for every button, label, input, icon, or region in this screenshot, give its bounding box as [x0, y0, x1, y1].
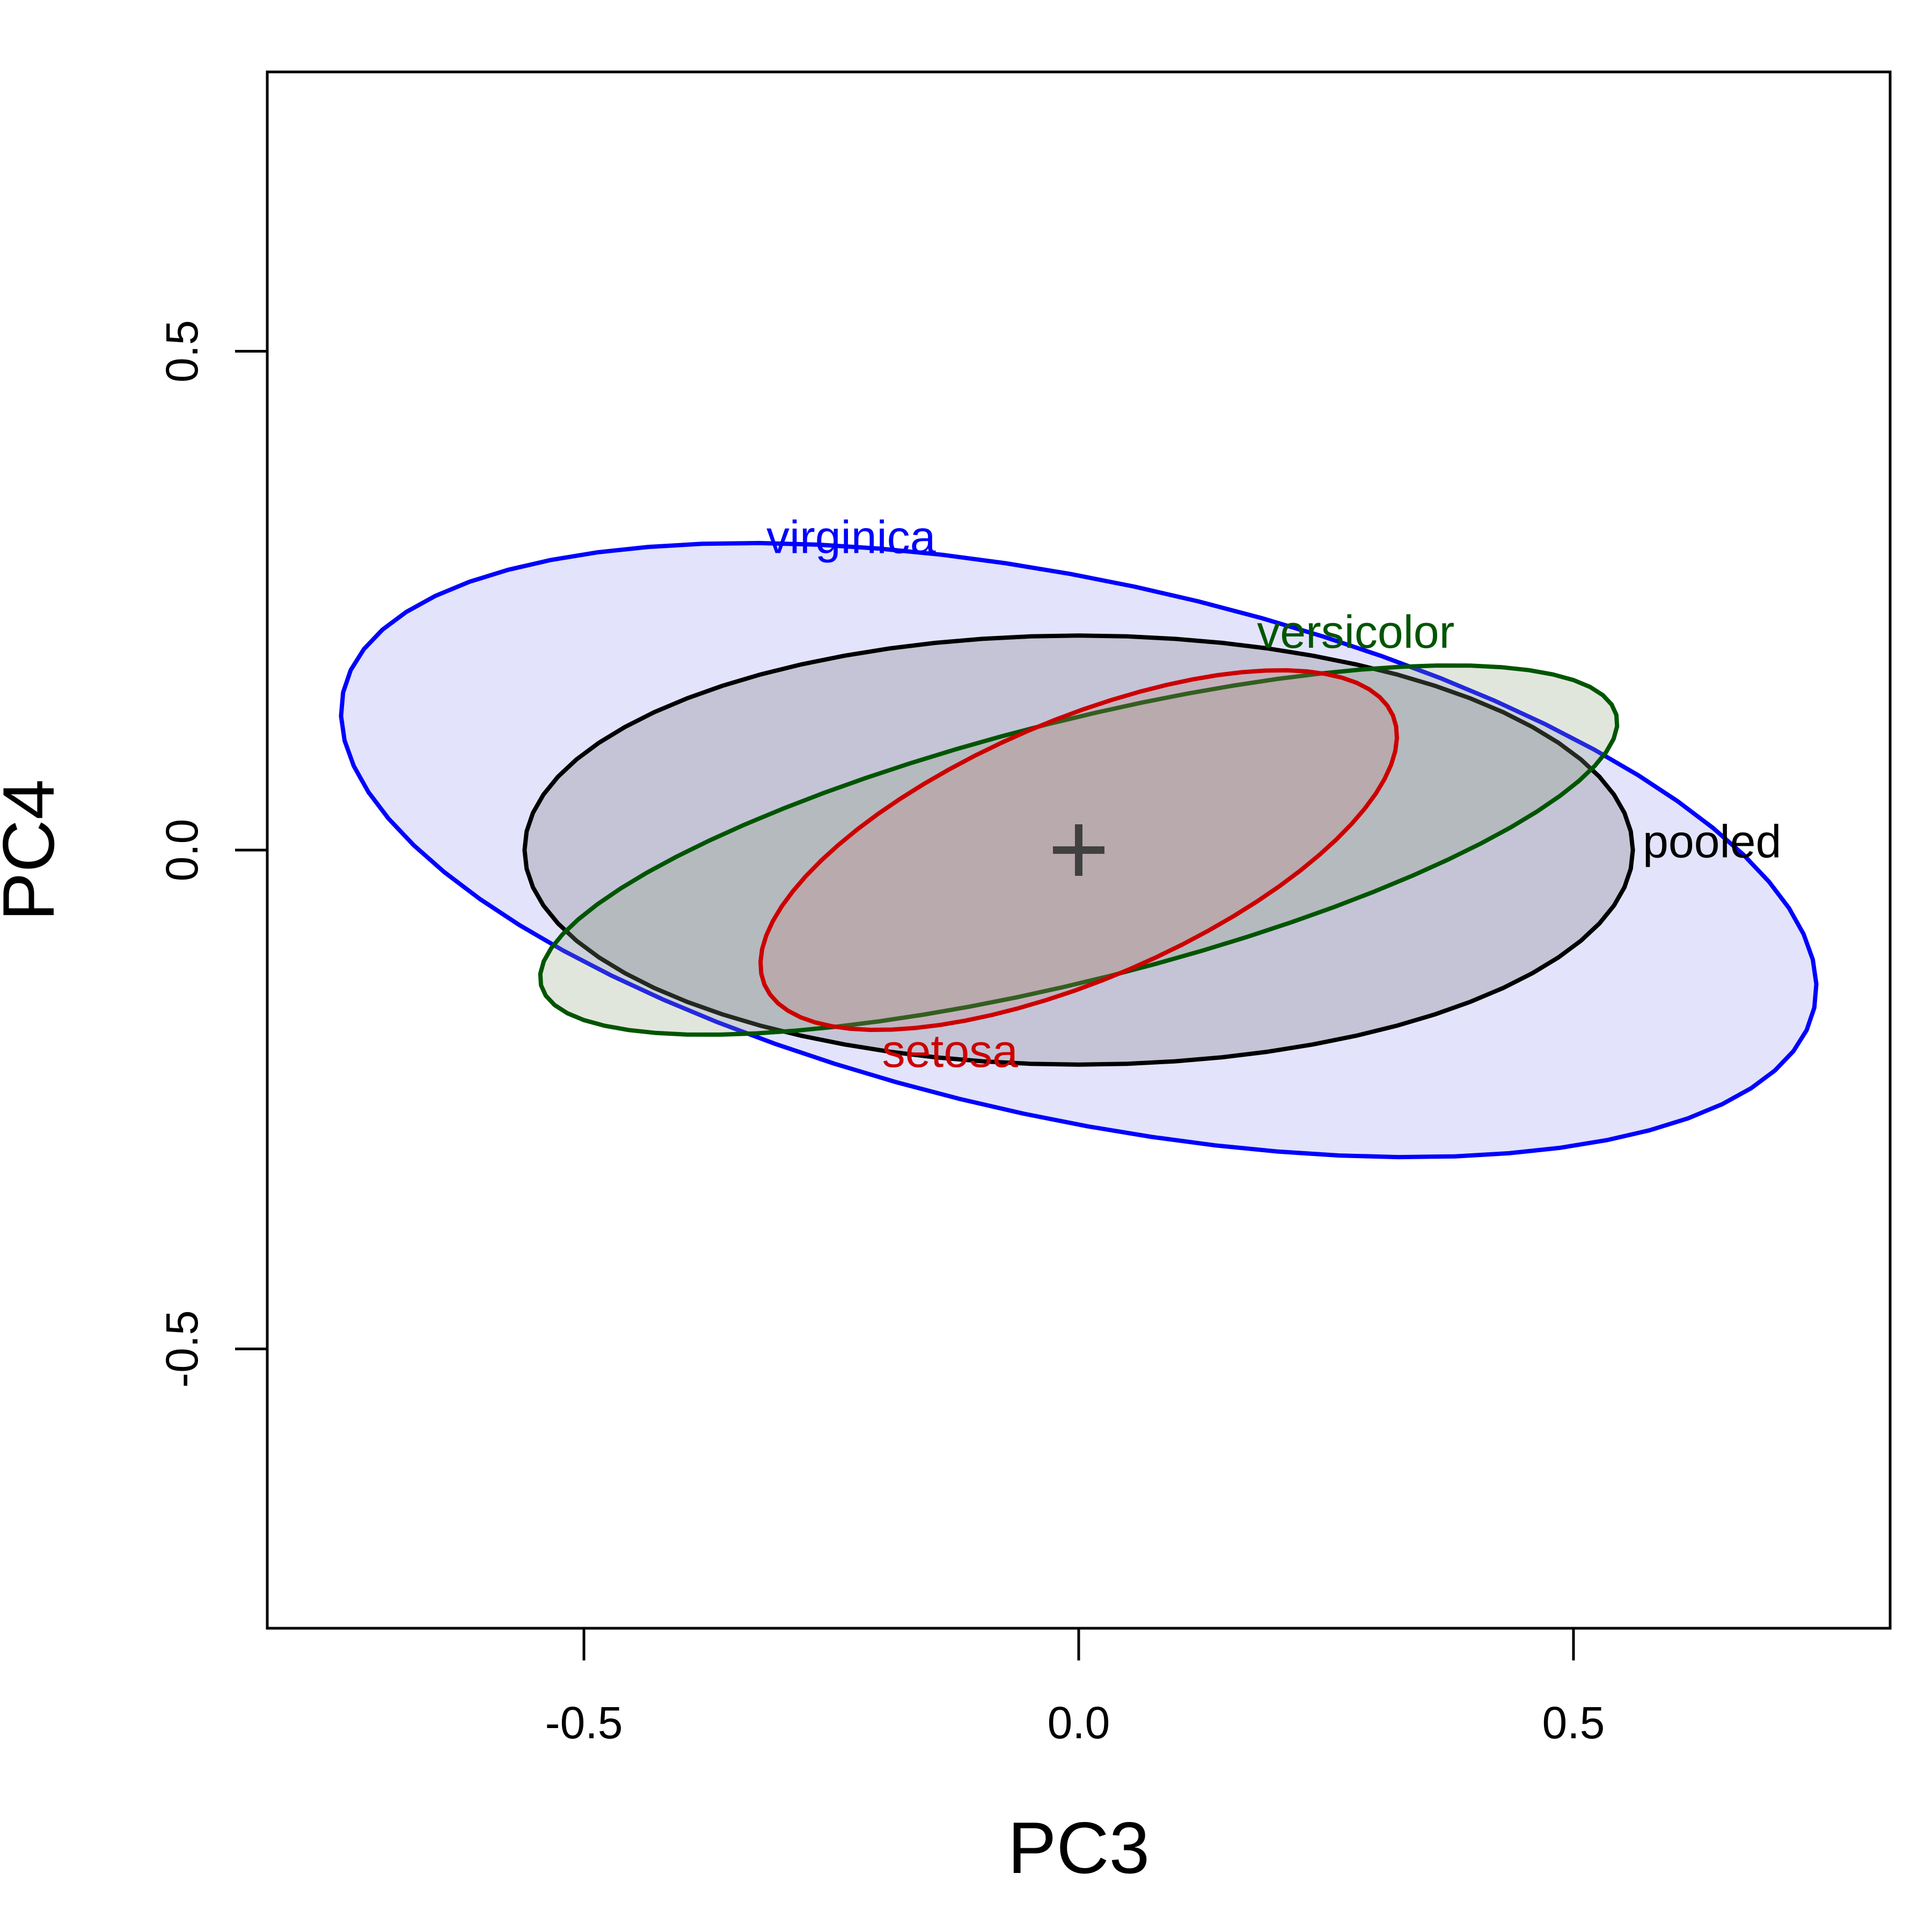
ellipse-labels-layer: virginica pooled versicolor setosa — [766, 511, 1781, 1077]
x-tick-label: 0.0 — [1048, 1697, 1110, 1748]
y-tick-label: 0.0 — [157, 819, 207, 882]
y-axis-label: PC4 — [0, 779, 69, 921]
y-axis: -0.5 0.0 0.5 — [157, 320, 267, 1388]
y-tick-label: 0.5 — [157, 320, 207, 383]
x-axis-label: PC3 — [1008, 1807, 1150, 1889]
x-axis: -0.5 0.0 0.5 — [545, 1628, 1605, 1748]
ellipse-label-virginica: virginica — [766, 511, 936, 563]
x-tick-label: -0.5 — [545, 1697, 623, 1748]
ellipse-label-pooled: pooled — [1643, 816, 1781, 867]
y-tick-label: -0.5 — [157, 1310, 207, 1388]
x-tick-label: 0.5 — [1542, 1697, 1605, 1748]
ellipse-label-setosa: setosa — [882, 1026, 1019, 1077]
center-plus-marker — [1053, 824, 1104, 876]
ellipse-label-versicolor: versicolor — [1257, 606, 1454, 658]
